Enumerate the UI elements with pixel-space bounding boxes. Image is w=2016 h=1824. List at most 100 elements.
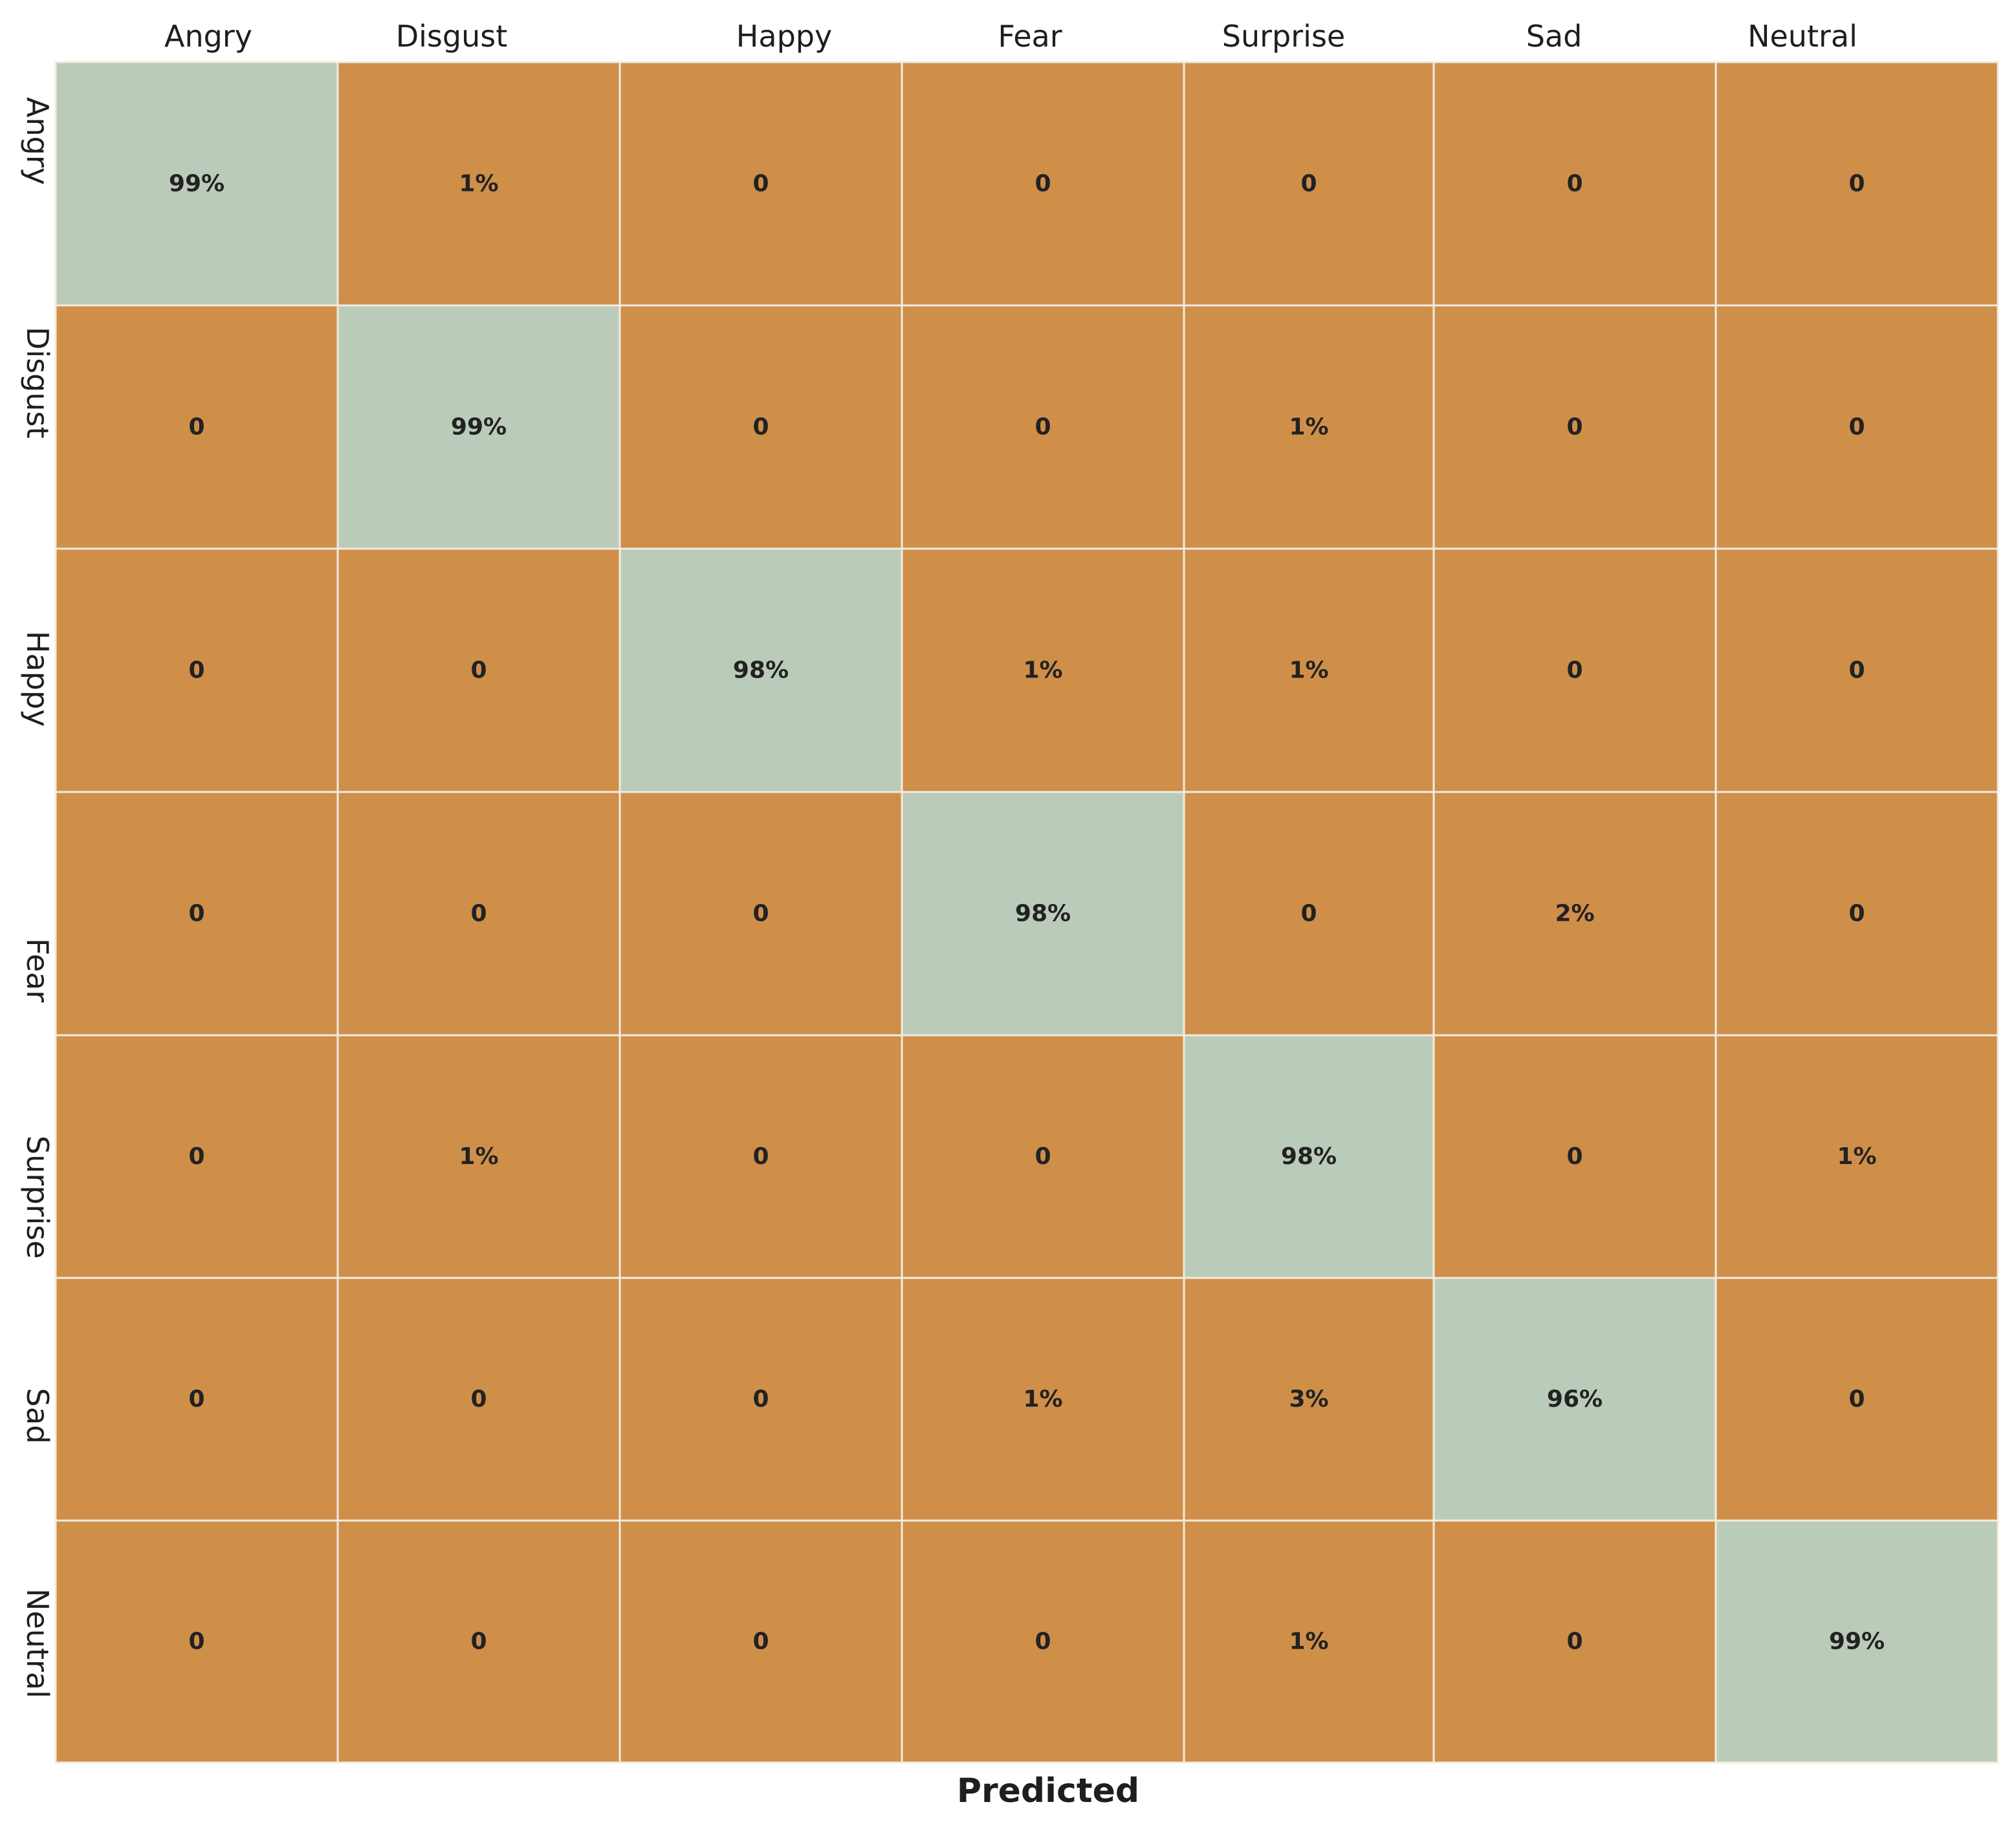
cell-surprise-neutral xyxy=(1715,1034,1999,1279)
cell-sad-angry xyxy=(54,1277,339,1522)
cell-value-fear-disgust: 0 xyxy=(470,901,487,927)
cell-angry-disgust xyxy=(336,61,621,307)
cell-surprise-sad xyxy=(1432,1034,1717,1279)
cell-value-sad-disgust: 0 xyxy=(470,1386,487,1412)
cell-angry-happy xyxy=(619,61,903,307)
cell-value-neutral-angry: 0 xyxy=(188,1629,204,1655)
cell-value-neutral-sad: 0 xyxy=(1566,1629,1583,1655)
column-label-sad: Sad xyxy=(1526,19,1583,54)
column-label-disgust: Disgust xyxy=(396,19,508,54)
cell-value-sad-angry: 0 xyxy=(188,1386,204,1412)
cell-neutral-fear xyxy=(901,1519,1185,1764)
cell-value-happy-neutral: 0 xyxy=(1848,657,1865,684)
cell-angry-sad xyxy=(1432,61,1717,307)
cell-value-happy-angry: 0 xyxy=(188,657,204,684)
cell-value-disgust-angry: 0 xyxy=(188,414,204,441)
cell-value-angry-sad: 0 xyxy=(1566,171,1583,197)
cell-value-disgust-neutral: 0 xyxy=(1848,414,1865,441)
row-label-neutral: Neutral xyxy=(20,1588,55,1698)
cell-neutral-neutral xyxy=(1715,1519,1999,1764)
cell-disgust-surprise xyxy=(1183,304,1435,550)
cell-happy-disgust xyxy=(336,547,621,793)
cell-value-fear-sad: 2% xyxy=(1555,901,1594,927)
cell-disgust-sad xyxy=(1432,304,1717,550)
cell-fear-disgust xyxy=(336,791,621,1037)
cell-sad-surprise xyxy=(1183,1277,1435,1522)
cell-angry-fear xyxy=(901,61,1185,307)
cell-value-sad-sad: 96% xyxy=(1547,1386,1603,1412)
cell-neutral-happy xyxy=(619,1519,903,1764)
column-label-angry: Angry xyxy=(164,19,252,54)
cell-happy-sad xyxy=(1432,547,1717,793)
cell-surprise-angry xyxy=(54,1034,339,1279)
cell-happy-neutral xyxy=(1715,547,1999,793)
column-label-neutral: Neutral xyxy=(1748,19,1857,54)
cells-layer: 99% 1% 0 0 0 0 0 0 99% 0 0 1% 0 0 0 0 98% 1% 1% 0 0 0 0 0 98% 0 2%… xyxy=(54,61,1999,1764)
cell-happy-surprise xyxy=(1183,547,1435,793)
cell-value-surprise-happy: 0 xyxy=(752,1143,769,1170)
row-label-fear: Fear xyxy=(20,938,55,1002)
cell-value-surprise-disgust: 1% xyxy=(459,1143,498,1170)
cell-value-disgust-sad: 0 xyxy=(1566,414,1583,441)
cell-value-neutral-happy: 0 xyxy=(752,1629,769,1655)
cell-happy-fear xyxy=(901,547,1185,793)
cell-sad-happy xyxy=(619,1277,903,1522)
cell-value-angry-surprise: 0 xyxy=(1300,171,1317,197)
cell-value-surprise-surprise: 98% xyxy=(1281,1143,1337,1170)
cell-value-disgust-happy: 0 xyxy=(752,414,769,441)
column-label-fear: Fear xyxy=(998,19,1062,54)
cell-value-happy-fear: 1% xyxy=(1023,657,1062,684)
cell-happy-happy xyxy=(619,547,903,793)
cell-disgust-happy xyxy=(619,304,903,550)
cell-angry-angry xyxy=(54,61,339,307)
cell-sad-neutral xyxy=(1715,1277,1999,1522)
cell-fear-fear xyxy=(901,791,1185,1037)
cell-neutral-sad xyxy=(1432,1519,1717,1764)
cell-value-disgust-disgust: 99% xyxy=(451,414,507,441)
cell-value-happy-disgust: 0 xyxy=(470,657,487,684)
cell-happy-angry xyxy=(54,547,339,793)
cell-fear-sad xyxy=(1432,791,1717,1037)
cell-value-sad-happy: 0 xyxy=(752,1386,769,1412)
cell-value-neutral-disgust: 0 xyxy=(470,1629,487,1655)
column-label-happy: Happy xyxy=(736,19,832,54)
cell-value-sad-neutral: 0 xyxy=(1848,1386,1865,1412)
cell-value-sad-fear: 1% xyxy=(1023,1386,1062,1412)
cell-value-surprise-angry: 0 xyxy=(188,1143,204,1170)
cell-angry-surprise xyxy=(1183,61,1435,307)
row-label-angry: Angry xyxy=(20,97,55,185)
cell-value-fear-happy: 0 xyxy=(752,901,769,927)
cell-sad-fear xyxy=(901,1277,1185,1522)
cell-value-happy-surprise: 1% xyxy=(1289,657,1328,684)
cell-fear-neutral xyxy=(1715,791,1999,1037)
cell-value-surprise-sad: 0 xyxy=(1566,1143,1583,1170)
cell-value-neutral-surprise: 1% xyxy=(1289,1629,1328,1655)
column-labels: Angry Disgust Happy Fear Surprise Sad Neutral xyxy=(164,19,1857,54)
cell-neutral-surprise xyxy=(1183,1519,1435,1764)
cell-value-happy-happy: 98% xyxy=(733,657,789,684)
cell-value-fear-neutral: 0 xyxy=(1848,901,1865,927)
cell-value-angry-neutral: 0 xyxy=(1848,171,1865,197)
cell-value-sad-surprise: 3% xyxy=(1289,1386,1328,1412)
cell-value-fear-surprise: 0 xyxy=(1300,901,1317,927)
cell-value-angry-angry: 99% xyxy=(169,171,225,197)
cell-value-surprise-neutral: 1% xyxy=(1837,1143,1876,1170)
cell-value-fear-fear: 98% xyxy=(1015,901,1071,927)
cell-value-neutral-fear: 0 xyxy=(1035,1629,1051,1655)
cell-value-fear-angry: 0 xyxy=(188,901,204,927)
row-labels: Angry Disgust Happy Fear Surprise Sad Neutral xyxy=(20,97,55,1698)
cell-disgust-neutral xyxy=(1715,304,1999,550)
column-label-surprise: Surprise xyxy=(1222,19,1345,54)
cell-surprise-happy xyxy=(619,1034,903,1279)
cell-value-angry-disgust: 1% xyxy=(459,171,498,197)
cell-sad-disgust xyxy=(336,1277,621,1522)
cell-value-disgust-fear: 0 xyxy=(1035,414,1051,441)
cell-disgust-angry xyxy=(54,304,339,550)
cell-value-disgust-surprise: 1% xyxy=(1289,414,1328,441)
cell-value-angry-fear: 0 xyxy=(1035,171,1051,197)
cell-fear-angry xyxy=(54,791,339,1037)
x-axis-title: Predicted xyxy=(957,1772,1139,1810)
row-label-sad: Sad xyxy=(20,1388,55,1444)
cell-value-happy-sad: 0 xyxy=(1566,657,1583,684)
